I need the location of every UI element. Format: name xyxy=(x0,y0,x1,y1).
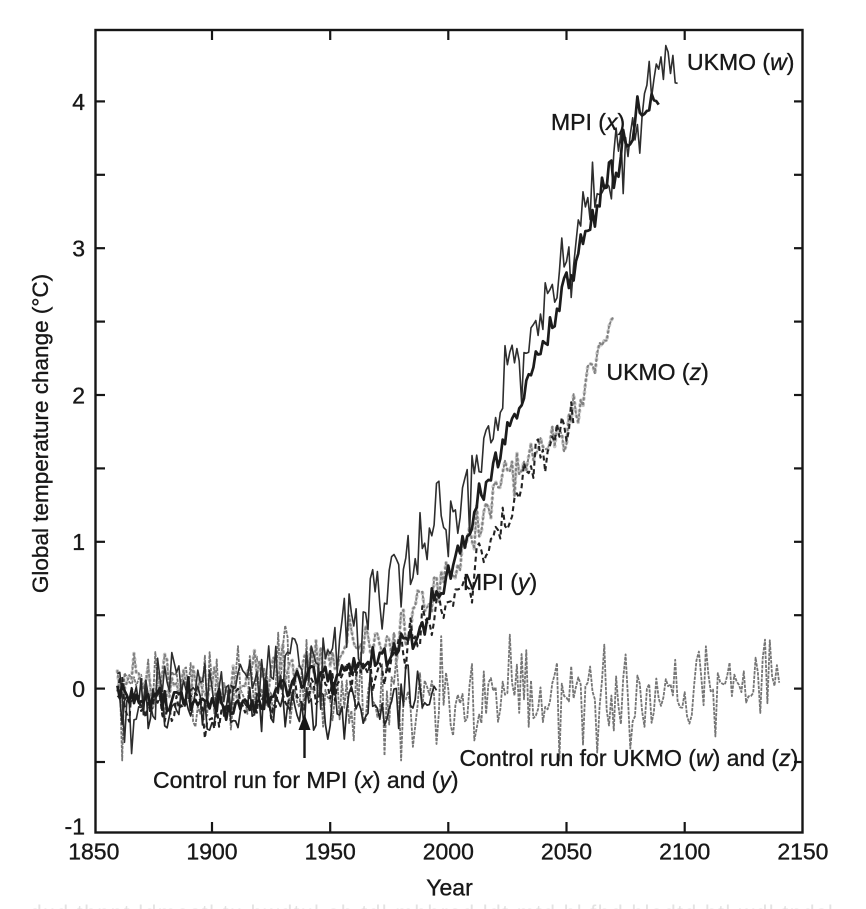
svg-text:UKMO (z): UKMO (z) xyxy=(607,359,709,385)
svg-text:1900: 1900 xyxy=(186,839,237,865)
svg-text:3: 3 xyxy=(72,236,85,262)
svg-text:2100: 2100 xyxy=(659,839,710,865)
svg-text:MPI (y): MPI (y) xyxy=(463,569,537,595)
svg-text:2150: 2150 xyxy=(777,839,828,865)
svg-text:2: 2 xyxy=(72,382,85,408)
svg-text:Control run for UKMO (w) and (: Control run for UKMO (w) and (z) xyxy=(460,745,799,771)
svg-text:-1: -1 xyxy=(65,814,85,840)
svg-text:Control run for MPI (x) and (y: Control run for MPI (x) and (y) xyxy=(153,767,459,793)
svg-text:Year: Year xyxy=(426,875,473,901)
svg-text:1850: 1850 xyxy=(68,839,119,865)
svg-text:1: 1 xyxy=(72,529,85,555)
svg-text:1950: 1950 xyxy=(305,839,356,865)
svg-text:Global temperature change (°C): Global temperature change (°C) xyxy=(28,274,53,593)
svg-text:UKMO (w): UKMO (w) xyxy=(687,49,794,75)
svg-text:0: 0 xyxy=(72,676,85,702)
svg-text:4: 4 xyxy=(72,89,85,115)
svg-text:2050: 2050 xyxy=(541,839,592,865)
svg-text:MPI (x): MPI (x) xyxy=(551,109,625,135)
svg-text:dud tbnpt ldmostl tu bwdtul ob: dud tbnpt ldmostl tu bwdtul ob tdl mhbre… xyxy=(30,902,834,909)
svg-text:2000: 2000 xyxy=(423,839,474,865)
